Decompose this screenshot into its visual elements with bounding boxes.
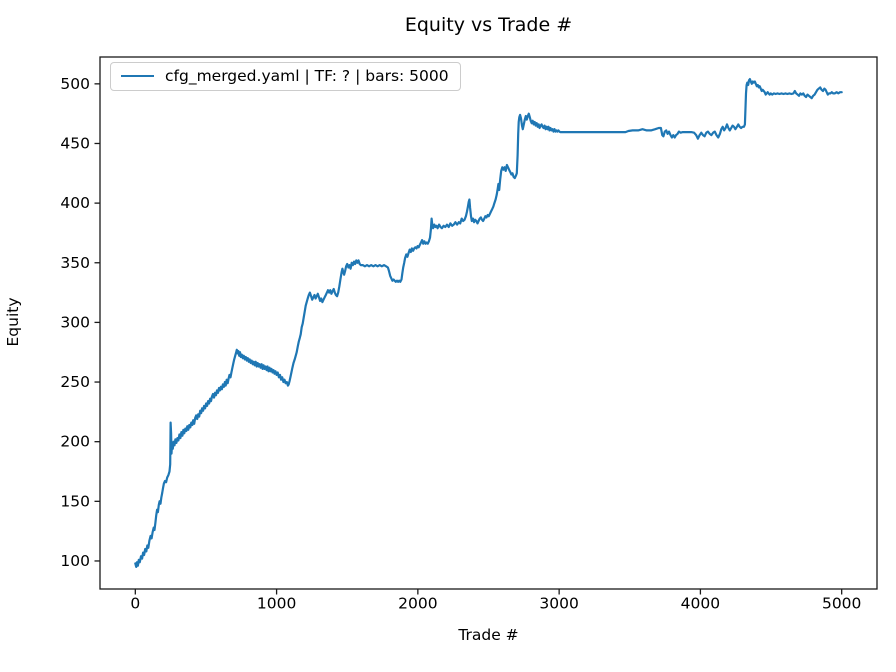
axes-spines <box>99 56 878 590</box>
legend-label: cfg_merged.yaml | TF: ? | bars: 5000 <box>165 67 449 85</box>
y-tick-label: 500 <box>60 75 90 93</box>
y-tick-label: 300 <box>60 313 90 331</box>
legend-line-swatch <box>121 75 154 77</box>
y-tick-label: 100 <box>60 552 90 570</box>
x-tick-label: 4000 <box>681 595 720 613</box>
y-tick-label: 200 <box>60 433 90 451</box>
y-axis-label: Equity <box>4 297 22 347</box>
equity-curve-line <box>134 77 843 569</box>
x-tick-label: 5000 <box>822 595 861 613</box>
y-tick-label: 150 <box>60 492 90 510</box>
chart-title: Equity vs Trade # <box>404 14 573 36</box>
legend: cfg_merged.yaml | TF: ? | bars: 5000 <box>110 62 461 91</box>
x-tick-label: 3000 <box>539 595 578 613</box>
x-tick-label: 0 <box>130 595 140 613</box>
y-tick-label: 400 <box>60 194 90 212</box>
x-axis-label: Trade # <box>458 626 519 644</box>
y-tick-label: 450 <box>60 134 90 152</box>
x-tick-label: 2000 <box>398 595 437 613</box>
y-tick-label: 250 <box>60 373 90 391</box>
x-tick-label: 1000 <box>257 595 296 613</box>
y-tick-label: 350 <box>60 254 90 272</box>
